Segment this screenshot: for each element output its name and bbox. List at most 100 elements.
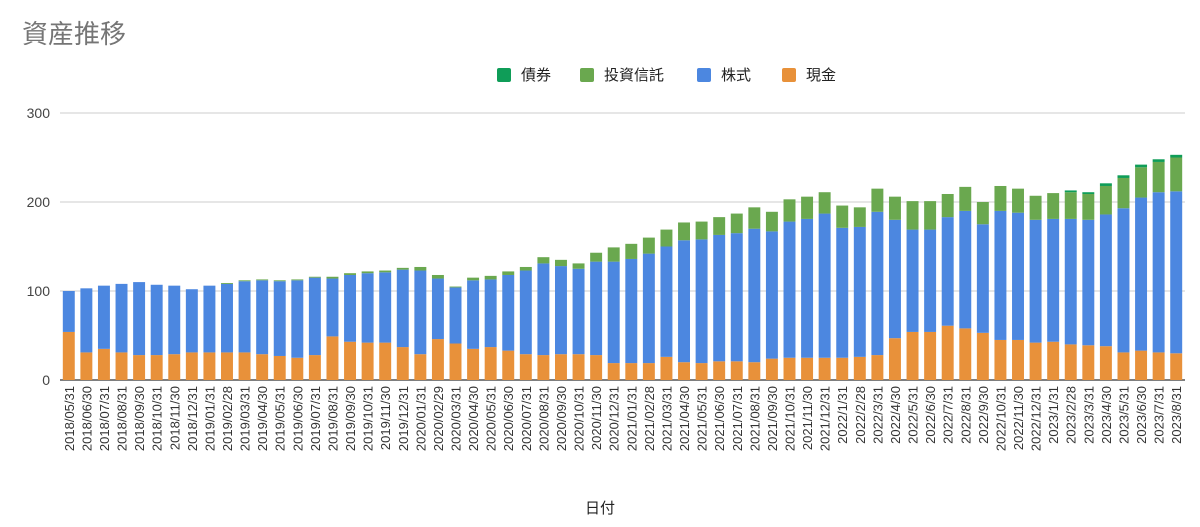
bar-stocks-26[interactable]	[519, 270, 532, 355]
bar-funds-40[interactable]	[765, 211, 778, 232]
legend-item-bonds[interactable]: 債券	[497, 64, 551, 85]
bar-funds-62[interactable]	[1152, 161, 1165, 193]
bar-stocks-52[interactable]	[976, 224, 989, 333]
bar-cash-14[interactable]	[308, 355, 321, 380]
bar-cash-49[interactable]	[924, 331, 937, 380]
bar-cash-36[interactable]	[695, 363, 708, 380]
bar-stocks-14[interactable]	[308, 277, 321, 356]
bar-cash-26[interactable]	[519, 354, 532, 380]
bar-stocks-27[interactable]	[537, 263, 550, 356]
bar-cash-51[interactable]	[959, 328, 972, 380]
bar-funds-37[interactable]	[713, 217, 726, 235]
bar-funds-30[interactable]	[590, 252, 603, 262]
bar-stocks-15[interactable]	[326, 278, 339, 337]
bar-stocks-28[interactable]	[555, 266, 567, 355]
bar-funds-19[interactable]	[396, 267, 409, 270]
bar-funds-49[interactable]	[924, 201, 937, 230]
bar-funds-33[interactable]	[642, 237, 655, 254]
bar-stocks-5[interactable]	[150, 284, 163, 356]
bar-stocks-36[interactable]	[695, 239, 708, 364]
bar-stocks-17[interactable]	[361, 273, 374, 343]
bar-stocks-38[interactable]	[730, 233, 743, 362]
bar-stocks-21[interactable]	[431, 278, 444, 340]
bar-stocks-53[interactable]	[994, 210, 1007, 340]
bar-funds-15[interactable]	[326, 276, 339, 279]
legend-item-funds[interactable]: 投資信託	[580, 64, 664, 85]
bar-bonds-59[interactable]	[1099, 183, 1112, 186]
bar-stocks-46[interactable]	[871, 211, 884, 356]
bar-funds-38[interactable]	[730, 213, 743, 234]
bar-stocks-1[interactable]	[80, 288, 93, 353]
bar-cash-9[interactable]	[221, 352, 233, 380]
bar-stocks-7[interactable]	[185, 289, 198, 353]
bar-cash-43[interactable]	[818, 357, 831, 380]
bar-cash-7[interactable]	[185, 352, 198, 380]
bar-funds-9[interactable]	[221, 282, 233, 284]
bar-cash-5[interactable]	[150, 355, 163, 380]
bar-cash-52[interactable]	[976, 332, 989, 380]
bar-cash-10[interactable]	[238, 352, 251, 380]
bar-cash-60[interactable]	[1117, 352, 1130, 380]
bar-cash-25[interactable]	[502, 350, 515, 380]
bar-stocks-34[interactable]	[660, 246, 673, 357]
bar-stocks-18[interactable]	[379, 272, 392, 343]
bar-funds-45[interactable]	[853, 207, 866, 227]
bar-stocks-11[interactable]	[256, 280, 269, 355]
bar-cash-40[interactable]	[765, 358, 778, 380]
bar-stocks-4[interactable]	[133, 282, 146, 356]
bar-stocks-43[interactable]	[818, 213, 831, 358]
bar-cash-42[interactable]	[801, 357, 814, 380]
bar-bonds-61[interactable]	[1135, 164, 1148, 168]
bar-stocks-0[interactable]	[62, 291, 75, 332]
bar-funds-46[interactable]	[871, 188, 884, 212]
bar-funds-61[interactable]	[1135, 167, 1148, 198]
bar-stocks-49[interactable]	[924, 229, 937, 332]
bar-stocks-2[interactable]	[97, 285, 110, 349]
bar-stocks-22[interactable]	[449, 287, 462, 344]
bar-cash-3[interactable]	[115, 352, 128, 380]
bar-cash-22[interactable]	[449, 343, 462, 380]
bar-funds-60[interactable]	[1117, 177, 1130, 209]
bar-funds-10[interactable]	[238, 280, 251, 282]
bar-bonds-57[interactable]	[1064, 190, 1077, 193]
bar-funds-41[interactable]	[783, 199, 796, 222]
bar-cash-32[interactable]	[625, 363, 638, 380]
bar-stocks-51[interactable]	[959, 210, 972, 329]
bar-stocks-35[interactable]	[678, 240, 690, 363]
bar-funds-59[interactable]	[1099, 185, 1112, 215]
bar-bonds-60[interactable]	[1117, 175, 1130, 178]
bar-stocks-50[interactable]	[941, 217, 954, 326]
bar-funds-16[interactable]	[344, 273, 357, 275]
bar-cash-17[interactable]	[361, 342, 374, 380]
bar-cash-2[interactable]	[97, 348, 110, 380]
bar-stocks-37[interactable]	[713, 234, 726, 362]
bar-funds-54[interactable]	[1012, 188, 1024, 213]
bar-cash-50[interactable]	[941, 325, 954, 380]
bar-cash-23[interactable]	[467, 348, 480, 380]
bar-stocks-6[interactable]	[168, 285, 181, 355]
bar-stocks-61[interactable]	[1135, 197, 1148, 351]
bar-funds-52[interactable]	[976, 202, 989, 225]
bar-cash-33[interactable]	[642, 363, 655, 380]
bar-funds-47[interactable]	[888, 196, 901, 220]
bar-funds-39[interactable]	[748, 207, 761, 229]
bar-cash-46[interactable]	[871, 355, 884, 380]
bar-stocks-31[interactable]	[607, 261, 620, 364]
bar-funds-24[interactable]	[484, 275, 497, 280]
bar-stocks-41[interactable]	[783, 221, 796, 358]
bar-funds-22[interactable]	[449, 286, 462, 288]
bar-funds-35[interactable]	[678, 222, 690, 241]
bar-cash-18[interactable]	[379, 342, 392, 380]
bar-stocks-33[interactable]	[642, 253, 655, 364]
bar-cash-19[interactable]	[396, 347, 409, 380]
bar-funds-31[interactable]	[607, 247, 620, 262]
bar-funds-26[interactable]	[519, 266, 532, 271]
bar-stocks-47[interactable]	[888, 219, 901, 339]
bar-cash-12[interactable]	[273, 355, 286, 380]
bar-bonds-62[interactable]	[1152, 159, 1165, 162]
bar-funds-29[interactable]	[572, 263, 585, 269]
bar-stocks-23[interactable]	[467, 280, 480, 349]
bar-cash-55[interactable]	[1029, 342, 1042, 380]
bar-stocks-42[interactable]	[801, 218, 814, 358]
bar-cash-6[interactable]	[168, 354, 181, 380]
